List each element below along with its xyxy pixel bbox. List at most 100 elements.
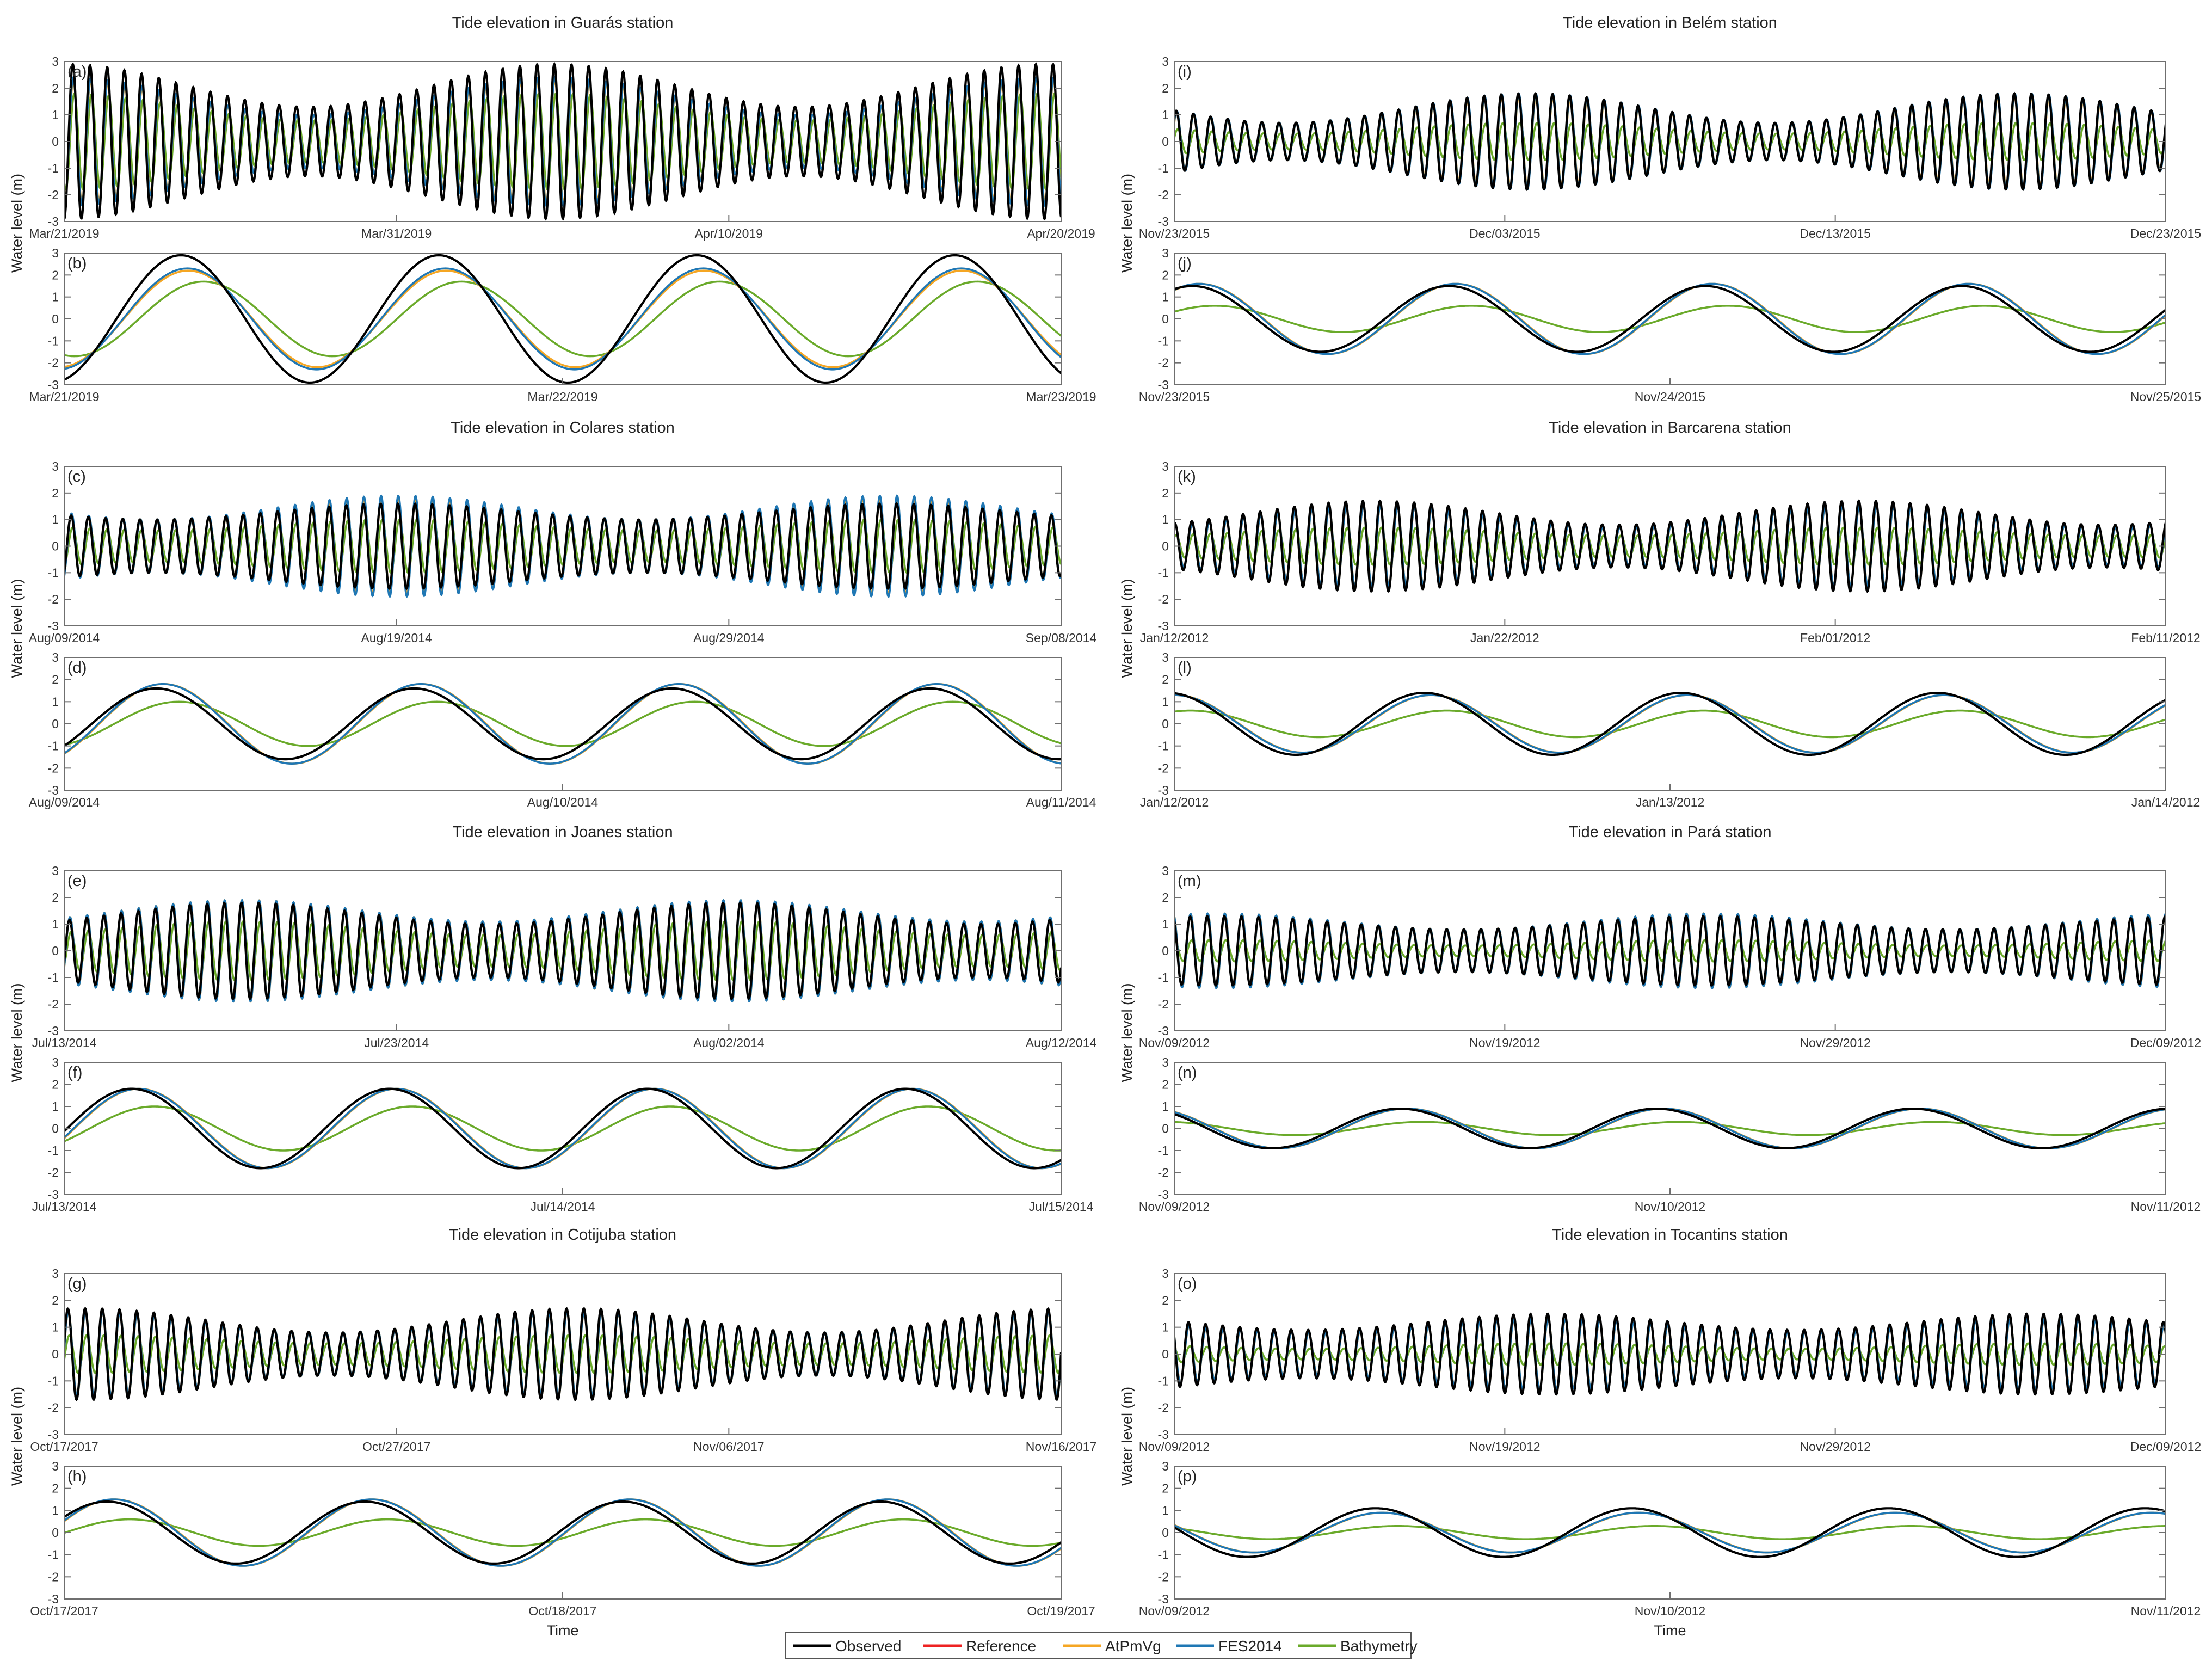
y-tick-label: 2 xyxy=(52,486,59,500)
y-tick-label: -3 xyxy=(48,783,59,797)
y-tick-label: 2 xyxy=(1162,1078,1169,1092)
panel-title: Tide elevation in Belém station xyxy=(1563,14,1777,32)
y-tick-label: -1 xyxy=(48,739,59,753)
series-line-fes2014 xyxy=(1174,694,2166,754)
x-tick-label: Nov/09/2012 xyxy=(1139,1604,1210,1618)
y-tick-label: -2 xyxy=(48,1401,59,1415)
y-tick-label: 1 xyxy=(1162,1320,1169,1334)
y-tick-label: 0 xyxy=(1162,1526,1169,1540)
y-tick-label: 2 xyxy=(1162,1293,1169,1307)
y-tick-label: 1 xyxy=(1162,513,1169,527)
y-tick-label: 2 xyxy=(52,268,59,282)
y-tick-label: 2 xyxy=(1162,81,1169,95)
y-tick-label: -1 xyxy=(48,565,59,580)
x-tick-label: Nov/19/2012 xyxy=(1469,1036,1540,1050)
panel-letter: (e) xyxy=(67,872,87,890)
panel-title: Tide elevation in Barcarena station xyxy=(1549,419,1791,436)
y-tick-label: -1 xyxy=(48,1143,59,1158)
series-line-fes2014 xyxy=(1174,282,2166,355)
x-tick-label: Jan/12/2012 xyxy=(1140,795,1209,809)
x-tick-label: Nov/11/2012 xyxy=(2131,1604,2201,1618)
panel-title: Tide elevation in Guarás station xyxy=(452,14,674,32)
x-tick-label: Oct/19/2017 xyxy=(1027,1604,1095,1618)
y-tick-label: 2 xyxy=(52,1078,59,1092)
y-tick-label: 1 xyxy=(52,917,59,931)
panel-letter: (o) xyxy=(1178,1275,1197,1293)
series-line-bathymetry xyxy=(1174,709,2166,739)
series-line-bathymetry xyxy=(1174,1525,2166,1540)
y-tick-label: 0 xyxy=(52,539,59,553)
y-tick-label: 1 xyxy=(1162,694,1169,709)
y-tick-label: 3 xyxy=(52,1266,59,1281)
x-tick-label: Nov/09/2012 xyxy=(1139,1440,1210,1454)
series-line-observed xyxy=(64,1500,1061,1565)
x-tick-label: Nov/09/2012 xyxy=(1139,1200,1210,1214)
y-tick-label: 0 xyxy=(52,944,59,958)
y-tick-label: -2 xyxy=(48,356,59,370)
x-tick-label: Nov/10/2012 xyxy=(1635,1200,1705,1214)
series-line-fes2014 xyxy=(64,683,1061,765)
x-tick-label: Apr/10/2019 xyxy=(695,226,763,241)
x-tick-label: Dec/09/2012 xyxy=(2130,1440,2201,1454)
panel-letter: (f) xyxy=(67,1064,82,1081)
series-line-bathymetry xyxy=(1174,304,2166,334)
x-tick-label: Nov/29/2012 xyxy=(1800,1036,1870,1050)
x-tick-label: Sep/08/2014 xyxy=(1026,631,1097,645)
y-tick-label: 3 xyxy=(1162,1459,1169,1473)
legend-item-observed: Observed xyxy=(793,1638,901,1654)
y-axis-label: Water level (m) xyxy=(1119,1387,1135,1486)
x-tick-label: Nov/09/2012 xyxy=(1139,1036,1210,1050)
y-tick-label: -1 xyxy=(1158,970,1169,985)
panel-letter: (l) xyxy=(1178,659,1192,676)
y-tick-label: -2 xyxy=(1158,188,1169,202)
x-tick-label: Nov/24/2015 xyxy=(1635,390,1705,404)
y-tick-label: 0 xyxy=(52,134,59,149)
panel-letter: (g) xyxy=(67,1275,87,1293)
y-tick-label: -3 xyxy=(1158,378,1169,392)
y-tick-label: 3 xyxy=(1162,650,1169,665)
x-tick-label: Nov/29/2012 xyxy=(1800,1440,1870,1454)
y-tick-label: 0 xyxy=(52,717,59,731)
x-tick-label: Oct/17/2017 xyxy=(30,1440,98,1454)
y-tick-label: 3 xyxy=(52,864,59,878)
y-tick-label: -3 xyxy=(48,1428,59,1442)
series-line-bathymetry xyxy=(64,1518,1061,1547)
x-tick-label: Jan/13/2012 xyxy=(1636,795,1705,809)
y-tick-label: -2 xyxy=(1158,356,1169,370)
x-tick-label: Feb/01/2012 xyxy=(1800,631,1870,645)
y-tick-label: 2 xyxy=(52,673,59,687)
y-tick-label: -1 xyxy=(1158,1143,1169,1158)
y-tick-label: 2 xyxy=(52,890,59,905)
y-tick-label: -1 xyxy=(48,334,59,348)
panel-o: Tide elevation in Tocantins station 3 2 1 0 -… xyxy=(1139,1226,2201,1454)
y-tick-label: 3 xyxy=(52,1459,59,1473)
panel-title: Tide elevation in Pará station xyxy=(1569,823,1772,841)
series-line-observed xyxy=(64,502,1061,591)
y-tick-label: -1 xyxy=(1158,565,1169,580)
x-tick-label: Mar/23/2019 xyxy=(1026,390,1096,404)
y-tick-label: 3 xyxy=(1162,459,1169,473)
series-line-bathymetry xyxy=(64,700,1061,747)
y-tick-label: 2 xyxy=(52,81,59,95)
y-tick-label: -3 xyxy=(1158,1188,1169,1202)
y-tick-label: -3 xyxy=(1158,1592,1169,1606)
x-tick-label: Oct/18/2017 xyxy=(528,1604,596,1618)
x-tick-label: Mar/22/2019 xyxy=(527,390,597,404)
legend-item-reference: Reference xyxy=(923,1638,1036,1654)
y-tick-label: -3 xyxy=(48,378,59,392)
y-tick-label: 1 xyxy=(1162,917,1169,931)
x-tick-label: Nov/23/2015 xyxy=(1139,390,1210,404)
legend-item-bathymetry: Bathymetry xyxy=(1298,1638,1418,1654)
y-tick-label: -3 xyxy=(48,214,59,229)
x-tick-label: Jan/22/2012 xyxy=(1470,631,1539,645)
series-line-fes2014 xyxy=(64,267,1061,371)
x-tick-label: Nov/06/2017 xyxy=(693,1440,764,1454)
y-tick-label: 0 xyxy=(1162,134,1169,149)
y-tick-label: -1 xyxy=(1158,161,1169,175)
y-axis-label: Water level (m) xyxy=(9,174,25,273)
panel-title: Tide elevation in Cotijuba station xyxy=(449,1226,676,1244)
y-tick-label: 0 xyxy=(52,312,59,326)
